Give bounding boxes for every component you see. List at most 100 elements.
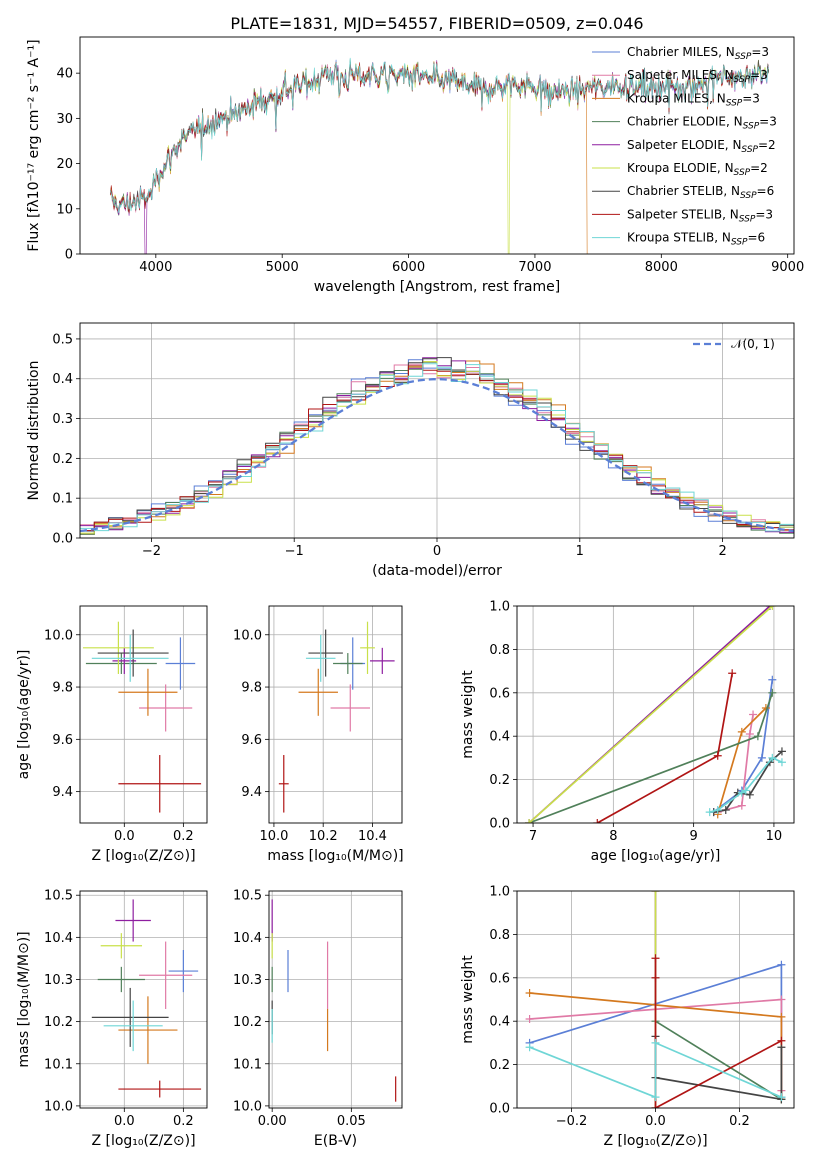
plot-area bbox=[82, 621, 202, 813]
point-marker bbox=[651, 891, 660, 895]
panel-residuals: −2 −1 0 1 2 0.0 0.1 0.2 0.3 0.4 0.5 (data-model)/er… bbox=[26, 322, 795, 579]
errorbar-kroupa-miles bbox=[298, 668, 338, 716]
x-tick-label: −1 bbox=[285, 544, 304, 559]
point-marker bbox=[777, 1093, 786, 1102]
axes-frame bbox=[79, 36, 795, 255]
errorbar-chabrier-stelib bbox=[91, 987, 169, 1047]
series-kroupa-stelib bbox=[705, 753, 786, 817]
panel-mass-weight-vs-age: 7 8 9 10 0.0 0.2 0.4 0.6 0.8 1.0 age [log₁₀(age/yr… bbox=[460, 600, 795, 864]
errorbar-salpeter-stelib bbox=[118, 1080, 202, 1098]
series-chabrier-stelib bbox=[651, 1032, 786, 1104]
legend-entry-kroupa-miles: Kroupa MILES, NSSP=3 bbox=[627, 91, 760, 108]
axes-frame bbox=[79, 322, 795, 539]
histogram-salpeter-stelib bbox=[80, 365, 794, 538]
y-tick-label: 0.4 bbox=[489, 1015, 510, 1030]
spectrum-line-kroupa-miles bbox=[109, 61, 588, 254]
series-salpeter-miles bbox=[713, 710, 758, 817]
x-tick-label: 0.0 bbox=[114, 1114, 135, 1129]
x-tick-label: 7000 bbox=[518, 260, 551, 275]
y-tick-label: 0.8 bbox=[489, 643, 510, 658]
point-marker bbox=[745, 730, 754, 739]
x-tick-label: 0.00 bbox=[258, 1114, 287, 1129]
panel-age-vs-Z: 0.0 0.2 9.4 9.6 9.8 10.0 Z [log₁₀(Z/Z⊙)] age [l… bbox=[16, 605, 208, 864]
axes-frame bbox=[79, 890, 208, 1109]
point-marker bbox=[651, 954, 660, 963]
plot-area bbox=[278, 621, 395, 813]
y-tick-label: 0.2 bbox=[52, 452, 73, 467]
axes-frame bbox=[79, 605, 208, 824]
x-axis-label: (data-model)/error bbox=[372, 563, 502, 579]
histogram-kroupa-stelib bbox=[80, 363, 794, 538]
y-axis-label: mass [log₁₀(M/M⊙)] bbox=[16, 931, 32, 1067]
figure-title: PLATE=1831, MJD=54557, FIBERID=0509, z=0… bbox=[230, 14, 643, 33]
x-tick-label: −2 bbox=[142, 544, 161, 559]
y-tick-label: 0.6 bbox=[489, 971, 510, 986]
point-marker bbox=[745, 790, 754, 799]
point-marker bbox=[721, 805, 730, 814]
x-axis-label: age [log₁₀(age/yr)] bbox=[591, 848, 721, 864]
point-marker bbox=[525, 1043, 534, 1052]
plot-area bbox=[525, 606, 786, 823]
point-marker bbox=[768, 606, 777, 610]
x-tick-label: 6000 bbox=[392, 260, 425, 275]
x-tick-label: 8 bbox=[609, 829, 617, 844]
y-axis-label: mass weight bbox=[460, 955, 476, 1044]
errorbar-chabrier-elodie bbox=[85, 653, 157, 674]
x-tick-label: 4000 bbox=[139, 260, 172, 275]
series-chabrier-elodie bbox=[651, 973, 786, 1104]
axes-frame bbox=[516, 890, 795, 1109]
x-axis-label: E(B-V) bbox=[314, 1133, 357, 1149]
point-marker bbox=[777, 758, 786, 767]
y-tick-label: 0.0 bbox=[489, 817, 510, 832]
x-tick-label: 10.4 bbox=[358, 829, 387, 844]
point-marker bbox=[651, 1093, 660, 1102]
point-marker bbox=[741, 786, 750, 795]
errorbar-kroupa-miles bbox=[118, 668, 178, 716]
point-marker bbox=[737, 727, 746, 736]
legend-entry-salpeter-elodie: Salpeter ELODIE, NSSP=2 bbox=[627, 138, 776, 155]
plot-area bbox=[271, 899, 397, 1102]
panel-mass-vs-EBV: 0.00 0.05 10.0 10.1 10.2 10.3 10.4 10.5 E(B-V) bbox=[233, 889, 403, 1149]
legend-entry-kroupa-elodie: Kroupa ELODIE, NSSP=2 bbox=[627, 161, 768, 178]
y-tick-label: 10.0 bbox=[44, 628, 73, 643]
errorbar-chabrier-miles bbox=[165, 637, 196, 690]
legend-entry-normal: 𝒩(0, 1) bbox=[731, 337, 775, 351]
y-tick-label: 10.3 bbox=[233, 973, 262, 988]
point-marker bbox=[651, 1104, 660, 1108]
errorbar-chabrier-stelib bbox=[97, 629, 169, 677]
x-tick-label: 0.2 bbox=[173, 1114, 194, 1129]
axes-frame bbox=[268, 605, 403, 824]
x-axis-label: mass [log₁₀(M/M⊙)] bbox=[267, 848, 403, 864]
y-tick-label: 10.4 bbox=[44, 931, 73, 946]
errorbar-salpeter-miles bbox=[330, 684, 370, 732]
x-tick-label: 2 bbox=[718, 544, 726, 559]
legend-entry-salpeter-stelib: Salpeter STELIB, NSSP=3 bbox=[627, 207, 773, 224]
y-tick-label: 0.8 bbox=[489, 928, 510, 943]
legend-entry-chabrier-miles: Chabrier MILES, NSSP=3 bbox=[627, 45, 769, 62]
y-tick-label: 10.1 bbox=[44, 1057, 73, 1072]
y-tick-label: 0.2 bbox=[489, 1058, 510, 1073]
panel-mass-weight-vs-Z: −0.2 0.0 0.2 0.0 0.2 0.4 0.6 0.8 1.0 Z [log₁₀(Z/Z… bbox=[460, 885, 795, 1149]
residuals-legend: 𝒩(0, 1) bbox=[693, 337, 775, 351]
errorbar-salpeter-elodie bbox=[369, 647, 395, 674]
errorbar-salpeter-stelib bbox=[278, 755, 289, 813]
panel-mass-vs-Z: 0.0 0.2 10.0 10.1 10.2 10.3 10.4 10.5 Z [log₁₀(Z… bbox=[16, 889, 208, 1149]
y-tick-label: 10.0 bbox=[233, 1099, 262, 1114]
point-marker bbox=[713, 805, 722, 814]
point-marker bbox=[749, 710, 758, 719]
series-kroupa-elodie bbox=[525, 606, 777, 823]
spectrum-legend: Chabrier MILES, NSSP=3 Salpeter MILES, NS… bbox=[592, 45, 777, 248]
point-marker bbox=[525, 819, 534, 823]
point-marker bbox=[768, 753, 777, 762]
y-tick-label: 9.4 bbox=[52, 785, 73, 800]
legend-entry-chabrier-stelib: Chabrier STELIB, NSSP=6 bbox=[627, 184, 774, 201]
errorbar-kroupa-stelib bbox=[91, 634, 169, 682]
x-tick-label: −0.2 bbox=[556, 1114, 588, 1129]
point-marker bbox=[777, 747, 786, 756]
x-tick-label: 0.0 bbox=[114, 829, 135, 844]
panel-spectrum: 4000 5000 6000 7000 8000 9000 0 10 20 30 40 wavelen… bbox=[26, 36, 804, 295]
y-axis-label: mass weight bbox=[460, 670, 476, 759]
y-tick-label: 0.5 bbox=[52, 332, 73, 347]
point-marker bbox=[777, 1012, 786, 1021]
